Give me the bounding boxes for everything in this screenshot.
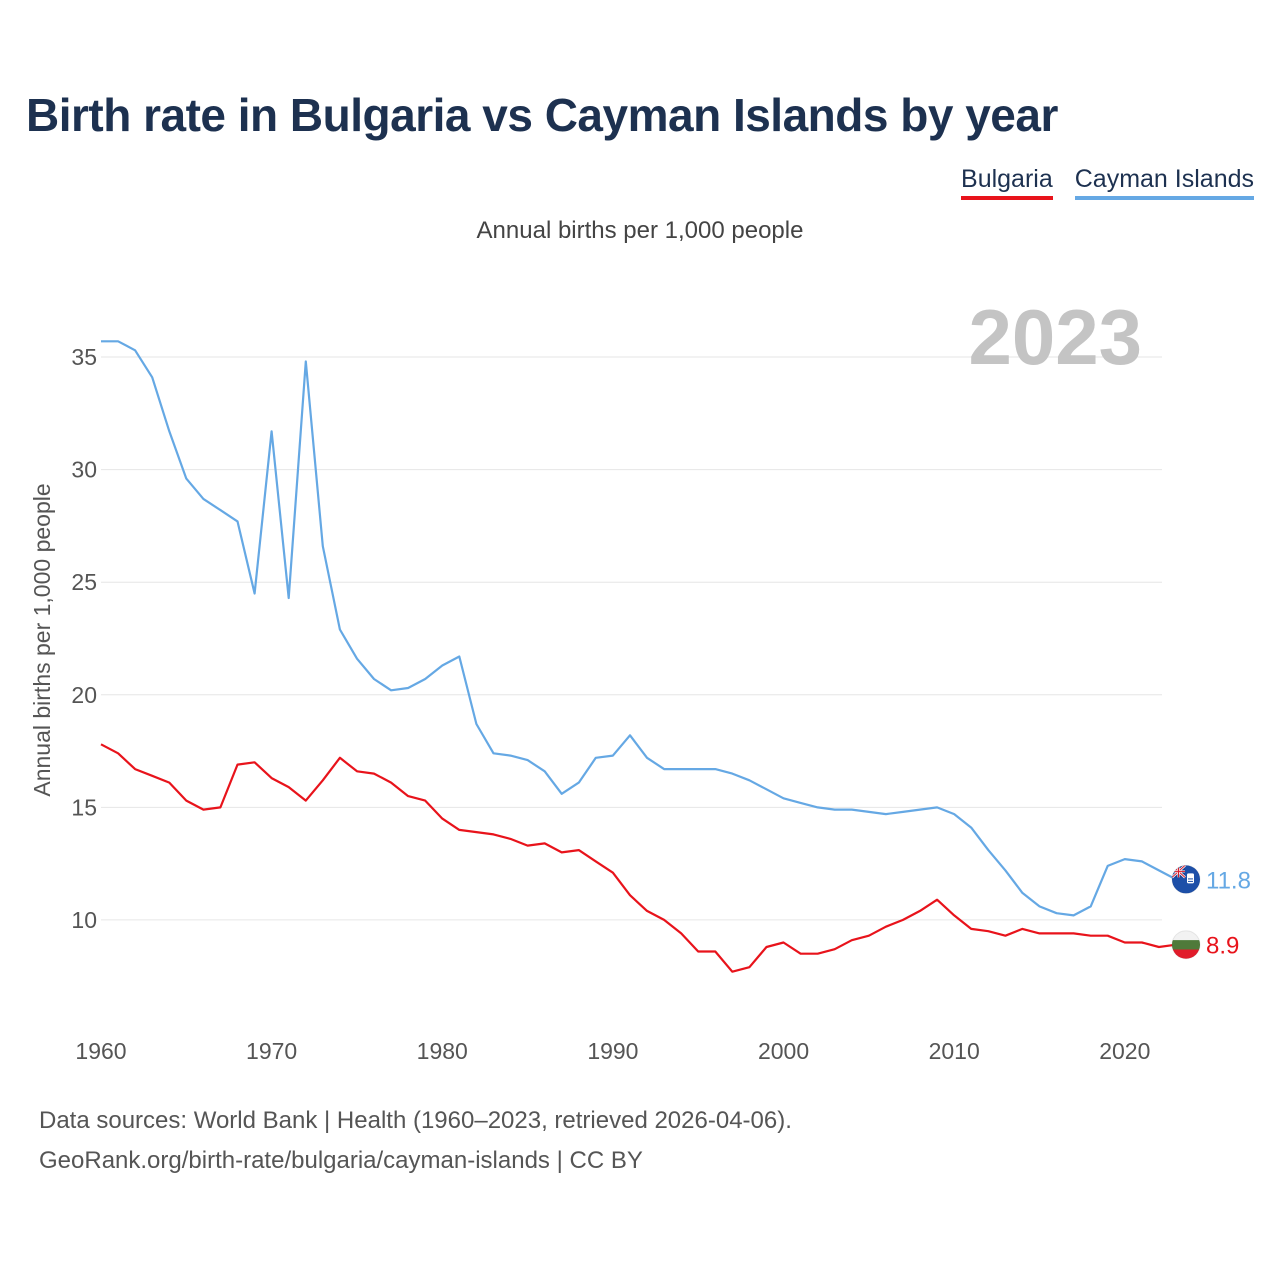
chart-subtitle: Annual births per 1,000 people bbox=[476, 217, 804, 244]
source-link[interactable]: GeoRank.org/birth-rate/bulgaria/cayman-i… bbox=[39, 1147, 643, 1174]
y-tick-label-20: 20 bbox=[71, 682, 97, 708]
y-tick-label-30: 30 bbox=[71, 457, 97, 483]
flag-icon-bulgaria bbox=[1171, 930, 1201, 960]
x-tick-label-2020: 2020 bbox=[1099, 1038, 1150, 1064]
x-tick-label-1970: 1970 bbox=[246, 1038, 297, 1064]
y-axis-label: Annual births per 1,000 people bbox=[29, 483, 55, 796]
year-watermark: 2023 bbox=[968, 293, 1142, 381]
y-tick-label-10: 10 bbox=[71, 907, 97, 933]
legend: Bulgaria Cayman Islands bbox=[961, 165, 1254, 200]
x-tick-label-1980: 1980 bbox=[417, 1038, 468, 1064]
line-layer bbox=[100, 340, 1177, 973]
y-tick-label-15: 15 bbox=[71, 794, 97, 820]
series-line-bulgaria[interactable] bbox=[100, 743, 1177, 973]
source-text: Data sources: World Bank | Health (1960–… bbox=[39, 1107, 792, 1134]
x-tick-label-2010: 2010 bbox=[929, 1038, 980, 1064]
x-tick-label-1960: 1960 bbox=[75, 1038, 126, 1064]
x-tick-label-1990: 1990 bbox=[587, 1038, 638, 1064]
grid-layer bbox=[101, 356, 1162, 921]
series-line-cayman-islands[interactable] bbox=[101, 340, 1177, 917]
y-tick-label-25: 25 bbox=[71, 569, 97, 595]
end-value-label-bulgaria: 8.9 bbox=[1206, 933, 1239, 960]
x-tick-label-2000: 2000 bbox=[758, 1038, 809, 1064]
legend-item-bulgaria[interactable]: Bulgaria bbox=[961, 165, 1053, 200]
flag-icon-cayman-islands bbox=[1171, 864, 1201, 894]
chart-title: Birth rate in Bulgaria vs Cayman Islands… bbox=[26, 89, 1058, 141]
end-value-label-cayman-islands: 11.8 bbox=[1206, 867, 1251, 894]
y-tick-label-35: 35 bbox=[71, 344, 97, 370]
legend-item-cayman-islands[interactable]: Cayman Islands bbox=[1074, 165, 1254, 200]
end-marker-layer: 8.9 11.8 bbox=[1171, 864, 1251, 960]
tick-layer: 10 15 20 25 30 35 1960 1970 1980 1990 2000 2010 2020 bbox=[71, 344, 1150, 1064]
